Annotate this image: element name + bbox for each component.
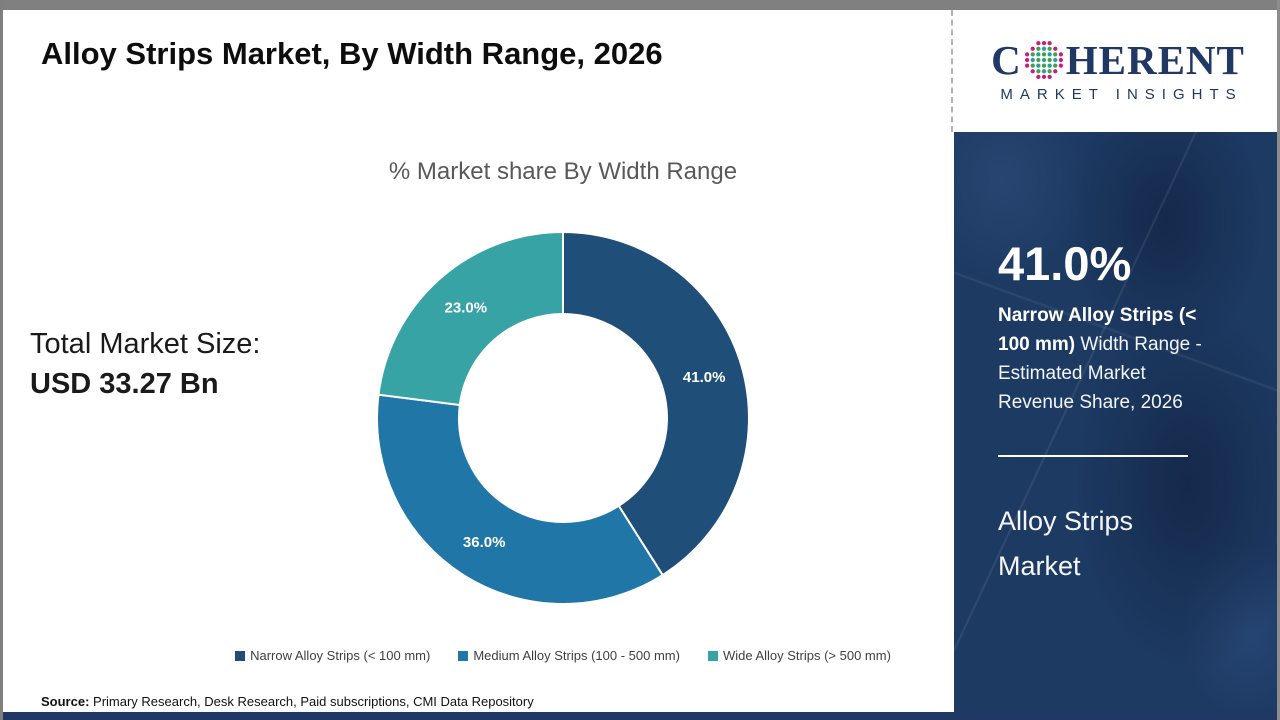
highlight-sidebar: 41.0% Narrow Alloy Strips (< 100 mm) Wid… bbox=[954, 132, 1277, 720]
market-name-line2: Market bbox=[998, 551, 1081, 581]
coherent-logo: C HERENT MARKET INSIGHTS bbox=[956, 10, 1277, 132]
chart-title: % Market share By Width Range bbox=[388, 158, 738, 185]
bottom-border-band bbox=[3, 712, 1277, 720]
donut-slice-label: 36.0% bbox=[463, 534, 506, 551]
highlight-stat-description: Narrow Alloy Strips (< 100 mm) Width Ran… bbox=[998, 301, 1214, 417]
legend-item: Narrow Alloy Strips (< 100 mm) bbox=[235, 648, 430, 663]
logo-divider-dashed-line bbox=[951, 10, 953, 132]
legend-label: Medium Alloy Strips (100 - 500 mm) bbox=[473, 648, 680, 663]
highlight-stat-segment: Narrow Alloy Strips (< 100 mm) bbox=[998, 305, 1197, 355]
logo-letters-rest: HERENT bbox=[1065, 37, 1245, 83]
total-market-size-label: Total Market Size: bbox=[30, 328, 261, 360]
legend-marker-icon bbox=[707, 650, 718, 661]
donut-slice-label: 23.0% bbox=[445, 300, 488, 317]
highlight-stat-value: 41.0% bbox=[998, 237, 1132, 290]
coherent-logo-globe-icon bbox=[1024, 40, 1063, 79]
legend-marker-icon bbox=[458, 650, 469, 661]
top-border-band bbox=[3, 0, 1277, 10]
sidebar-divider-line bbox=[998, 455, 1188, 457]
donut-slice bbox=[376, 393, 665, 605]
chart-legend: Narrow Alloy Strips (< 100 mm) Medium All… bbox=[123, 648, 1003, 663]
source-label: Source: bbox=[41, 694, 90, 709]
total-market-size: Total Market Size: USD 33.27 Bn bbox=[30, 324, 260, 404]
source-text: Primary Research, Desk Research, Paid su… bbox=[89, 694, 534, 709]
donut-chart: 41.0% 36.0% 23.0% bbox=[363, 218, 763, 618]
legend-marker-icon bbox=[235, 650, 246, 661]
donut-slice-label: 41.0% bbox=[683, 369, 726, 386]
legend-item: Medium Alloy Strips (100 - 500 mm) bbox=[458, 648, 680, 663]
market-name-line1: Alloy Strips bbox=[998, 506, 1134, 536]
coherent-logo-subtitle: MARKET INSIGHTS bbox=[1000, 85, 1243, 103]
source-line: Source: Primary Research, Desk Research,… bbox=[41, 694, 534, 709]
donut-chart-svg: 41.0% 36.0% 23.0% bbox=[376, 230, 750, 605]
world-map-texture bbox=[954, 132, 1277, 720]
page-title: Alloy Strips Market, By Width Range, 202… bbox=[41, 36, 663, 71]
donut-slice bbox=[377, 230, 564, 407]
market-name: Alloy Strips Market bbox=[998, 499, 1240, 589]
highlight-stat-caption: Width Range - Estimated Market Revenue S… bbox=[998, 334, 1202, 413]
coherent-logo-wordmark: C HERENT bbox=[991, 40, 1245, 82]
logo-letter-c: C bbox=[991, 37, 1022, 83]
sidebar-content: 41.0% Narrow Alloy Strips (< 100 mm) Wid… bbox=[954, 236, 1277, 589]
total-market-size-value: USD 33.27 Bn bbox=[30, 368, 219, 400]
donut-slice bbox=[562, 230, 750, 577]
legend-label: Wide Alloy Strips (> 500 mm) bbox=[722, 648, 891, 663]
legend-item: Wide Alloy Strips (> 500 mm) bbox=[707, 648, 891, 663]
legend-label: Narrow Alloy Strips (< 100 mm) bbox=[250, 648, 431, 663]
